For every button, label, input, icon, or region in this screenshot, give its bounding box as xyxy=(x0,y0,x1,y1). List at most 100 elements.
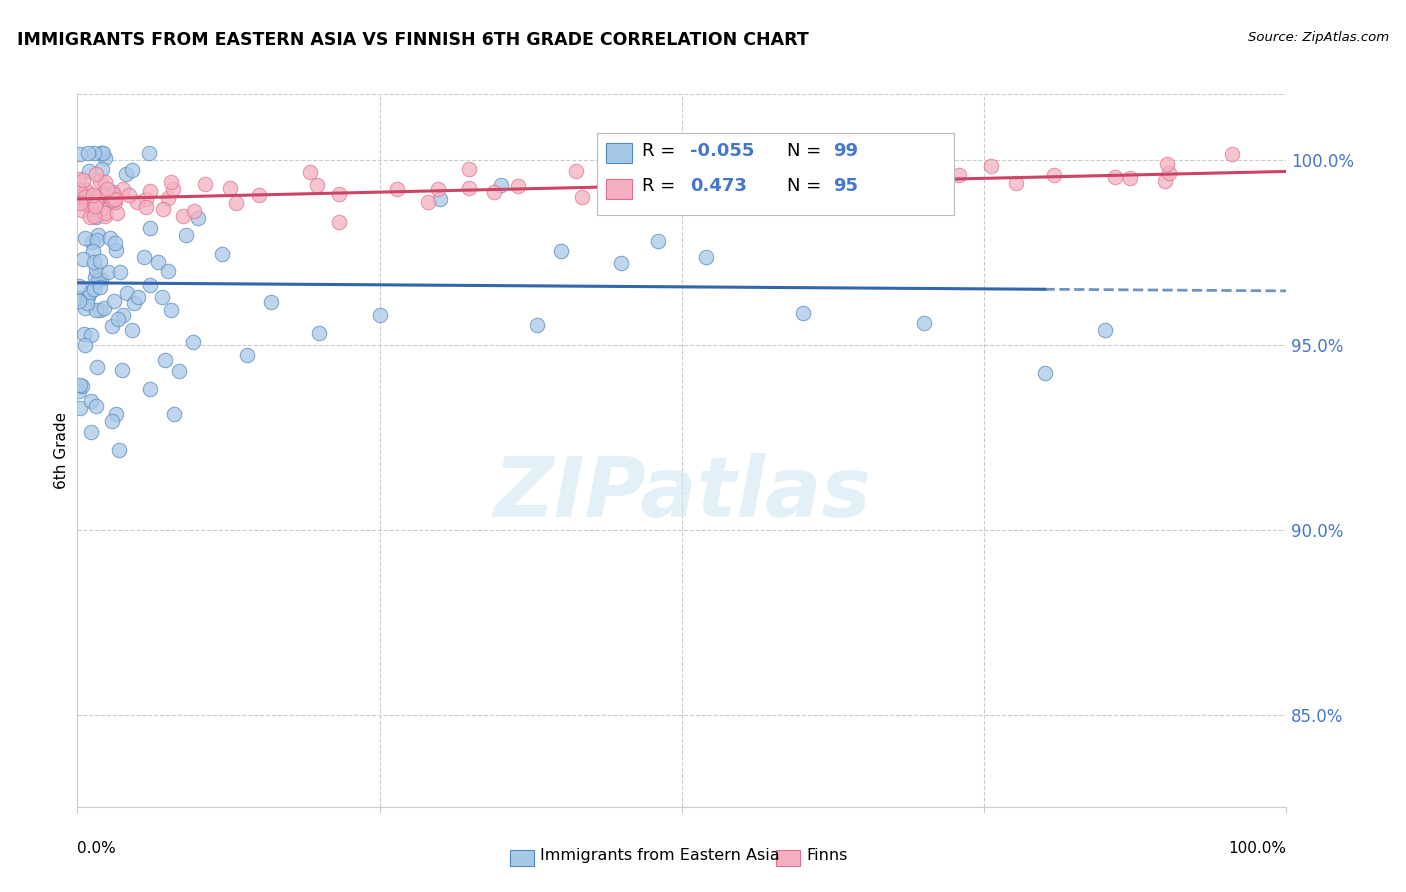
Point xyxy=(877,190,900,204)
Point xyxy=(162,182,184,196)
Point xyxy=(163,408,186,422)
Point xyxy=(103,185,125,199)
Bar xyxy=(606,143,633,163)
Point xyxy=(89,174,111,188)
Point xyxy=(139,220,162,235)
Point xyxy=(87,193,110,207)
Point xyxy=(89,302,111,317)
Point xyxy=(70,202,93,217)
Point xyxy=(172,209,194,223)
Point xyxy=(76,195,98,210)
Point xyxy=(593,177,616,191)
Point xyxy=(138,145,160,160)
Point xyxy=(104,194,127,209)
Point xyxy=(183,204,205,219)
Point xyxy=(565,164,588,178)
Point xyxy=(79,285,101,300)
Point xyxy=(174,228,197,243)
Point xyxy=(77,186,100,200)
Point xyxy=(877,194,900,209)
Point xyxy=(152,202,174,216)
Point xyxy=(671,145,693,160)
Point xyxy=(98,231,121,245)
Point xyxy=(73,326,96,341)
Point xyxy=(1154,174,1177,188)
Point xyxy=(84,399,107,413)
Point xyxy=(127,290,149,304)
Text: ZIPatlas: ZIPatlas xyxy=(494,453,870,533)
Text: 0.473: 0.473 xyxy=(690,178,747,195)
Point xyxy=(94,151,117,165)
Point xyxy=(69,401,91,416)
Point xyxy=(67,279,90,293)
Text: Source: ZipAtlas.com: Source: ZipAtlas.com xyxy=(1249,31,1389,45)
Point xyxy=(83,269,105,284)
Point xyxy=(67,384,90,399)
Point xyxy=(160,175,183,189)
Point xyxy=(595,161,617,176)
Point xyxy=(427,182,450,196)
Point xyxy=(1118,171,1140,186)
Point xyxy=(912,316,935,330)
Point xyxy=(67,291,90,305)
Point xyxy=(160,303,183,318)
Point xyxy=(110,362,132,376)
Point xyxy=(90,161,112,176)
Point xyxy=(94,175,117,189)
Point xyxy=(93,301,115,315)
Text: R =: R = xyxy=(643,142,681,160)
Point xyxy=(1157,166,1180,180)
Point xyxy=(526,318,548,332)
Point xyxy=(328,215,350,229)
Point xyxy=(100,319,122,334)
Point xyxy=(124,296,146,310)
Point xyxy=(787,177,810,191)
Point xyxy=(260,294,283,309)
Text: Immigrants from Eastern Asia: Immigrants from Eastern Asia xyxy=(540,847,780,863)
Point xyxy=(218,180,240,194)
Point xyxy=(83,201,105,215)
Point xyxy=(90,272,112,286)
Point xyxy=(782,164,804,178)
Text: -0.055: -0.055 xyxy=(690,142,755,160)
Point xyxy=(112,182,135,196)
Text: 95: 95 xyxy=(832,178,858,195)
Point xyxy=(308,326,330,341)
Point xyxy=(77,187,100,202)
Point xyxy=(1156,157,1178,171)
Point xyxy=(489,178,512,192)
Point xyxy=(156,191,179,205)
Point xyxy=(79,202,101,216)
Point xyxy=(741,175,763,189)
Bar xyxy=(510,850,534,866)
Point xyxy=(76,290,98,304)
Point xyxy=(69,377,91,392)
Point xyxy=(695,250,717,264)
Point xyxy=(150,290,173,304)
Point xyxy=(247,187,270,202)
Point xyxy=(298,165,321,179)
Point xyxy=(75,337,97,351)
Point xyxy=(86,233,108,247)
Point xyxy=(80,425,103,439)
Point xyxy=(1033,366,1056,380)
Point xyxy=(153,353,176,368)
Point xyxy=(385,182,408,196)
Bar xyxy=(606,178,633,199)
Point xyxy=(84,195,107,210)
Point xyxy=(91,186,114,200)
Point xyxy=(891,182,914,196)
Point xyxy=(91,145,114,160)
Point xyxy=(112,308,135,322)
Point xyxy=(135,200,157,214)
Point xyxy=(571,190,593,204)
Point xyxy=(83,282,105,296)
Text: IMMIGRANTS FROM EASTERN ASIA VS FINNISH 6TH GRADE CORRELATION CHART: IMMIGRANTS FROM EASTERN ASIA VS FINNISH … xyxy=(17,31,808,49)
Point xyxy=(101,193,124,207)
Point xyxy=(824,179,846,194)
Y-axis label: 6th Grade: 6th Grade xyxy=(53,412,69,489)
Text: N =: N = xyxy=(787,142,827,160)
Point xyxy=(67,183,90,197)
Point xyxy=(368,308,391,322)
Point xyxy=(96,182,118,196)
